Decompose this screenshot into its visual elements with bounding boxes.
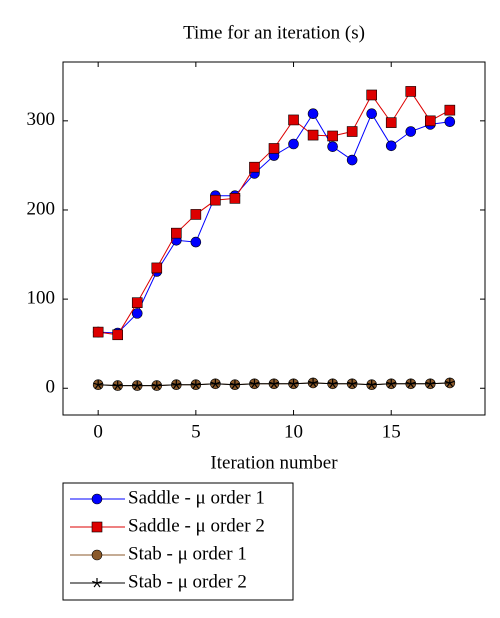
data-point [92, 326, 104, 338]
data-point [366, 379, 377, 390]
data-point [346, 126, 358, 137]
data-point [386, 378, 397, 389]
plot-frame [62, 61, 486, 416]
x-tick-label: 0 [93, 421, 103, 442]
data-point [190, 236, 202, 248]
legend-marker [91, 493, 103, 505]
data-point [269, 378, 279, 389]
data-point [308, 377, 319, 388]
data-point [190, 379, 201, 390]
data-point [385, 117, 397, 128]
data-point [249, 378, 260, 389]
legend-label: Saddle - μ order 1 [128, 487, 265, 508]
data-point [210, 378, 221, 389]
data-point [444, 104, 456, 116]
data-point [171, 227, 182, 239]
data-point [366, 89, 377, 101]
chart-title: Time for an iteration (s) [183, 22, 365, 43]
data-point [288, 138, 299, 150]
data-point [288, 378, 299, 389]
data-point [347, 378, 358, 389]
legend-box [62, 482, 294, 601]
data-point [268, 143, 280, 154]
data-point [405, 378, 416, 389]
data-point [425, 378, 436, 389]
y-tick-label: 100 [27, 287, 56, 308]
data-point [171, 379, 182, 390]
data-point [131, 297, 143, 308]
data-point [346, 154, 358, 166]
data-point [444, 116, 456, 128]
data-point [327, 141, 338, 152]
data-point [190, 209, 202, 220]
y-tick-label: 0 [46, 377, 56, 398]
legend-label: Stab - μ order 1 [128, 543, 247, 564]
data-point [151, 380, 162, 390]
data-point [424, 115, 436, 127]
data-point [132, 380, 143, 390]
series-line [98, 90, 451, 336]
data-point [444, 377, 455, 388]
data-point [307, 108, 319, 120]
x-tick-label: 5 [191, 421, 201, 442]
data-point [229, 193, 241, 204]
legend-marker [92, 578, 102, 588]
data-point [327, 130, 338, 142]
data-point [151, 262, 163, 274]
data-point [327, 378, 338, 389]
legend-label: Saddle - μ order 2 [128, 515, 265, 536]
data-point [93, 379, 104, 390]
data-point [131, 308, 143, 319]
legend-marker [91, 549, 103, 561]
x-tick-label: 15 [382, 421, 401, 442]
data-point [366, 108, 377, 120]
data-point [112, 380, 123, 390]
legend-marker [91, 521, 103, 533]
data-point [405, 126, 417, 137]
x-tick-label: 10 [284, 421, 303, 442]
x-axis-label: Iteration number [210, 452, 338, 473]
y-tick-label: 300 [27, 109, 56, 130]
y-tick-label: 200 [27, 198, 56, 219]
data-point [210, 194, 221, 206]
legend-label: Stab - μ order 2 [128, 571, 247, 592]
data-point [249, 161, 260, 173]
data-point [385, 140, 397, 152]
data-point [307, 129, 319, 141]
data-point [405, 86, 417, 97]
data-point [112, 329, 124, 341]
data-point [229, 379, 240, 390]
data-point [288, 114, 299, 126]
